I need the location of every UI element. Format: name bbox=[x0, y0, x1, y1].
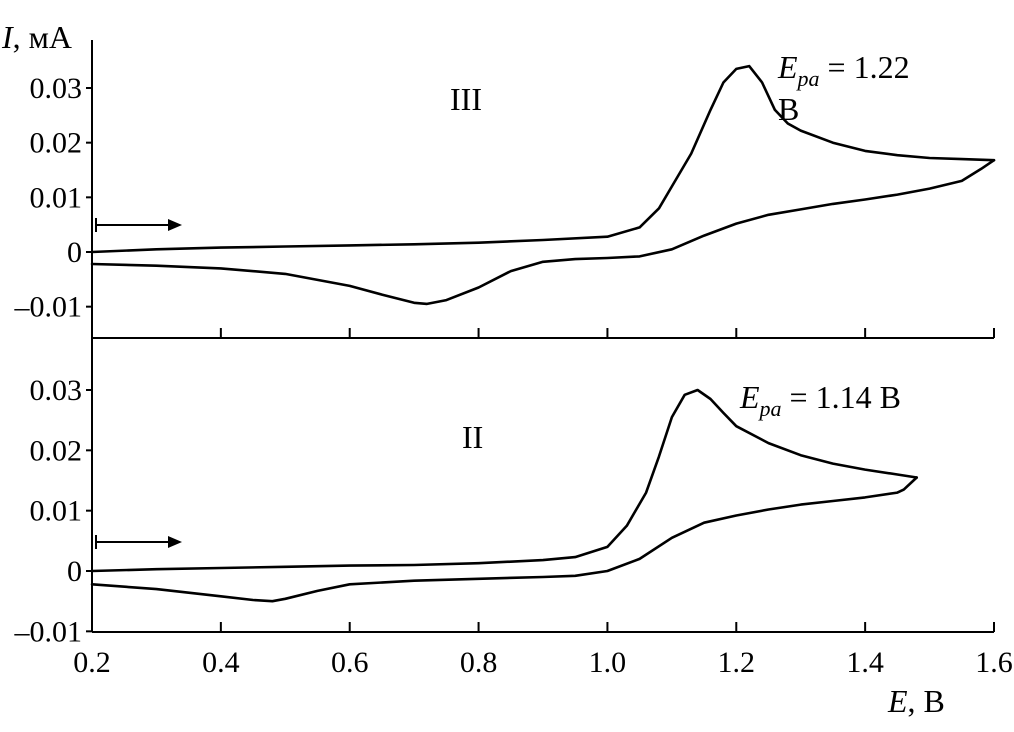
voltammogram-top-cathodic bbox=[90, 158, 996, 306]
y-tick-label-bottom: 0.01 bbox=[30, 495, 83, 528]
x-tick-label: 1.2 bbox=[718, 646, 756, 679]
panel-label-bottom: II bbox=[462, 419, 483, 455]
y-tick-label-top: 0.02 bbox=[30, 127, 83, 160]
y-tick-label-top: 0.01 bbox=[30, 181, 83, 214]
y-axis-label: I, мА bbox=[1, 19, 72, 55]
x-tick-label: 0.8 bbox=[460, 646, 498, 679]
chart-marks: 0.030.020.010–0.010.030.020.010–0.010.2 0… bbox=[14, 64, 1013, 679]
x-tick-label: 1.4 bbox=[846, 646, 884, 679]
peak-annotation-top: Epa = 1.22 bbox=[777, 49, 910, 91]
y-tick-label-top: 0 bbox=[67, 236, 82, 269]
voltammogram-bottom-anodic bbox=[90, 388, 918, 573]
x-axis-label: E, В bbox=[887, 683, 945, 719]
peak-annotation-bottom: Epa = 1.14 В bbox=[739, 379, 901, 421]
panel-label-top: III bbox=[450, 81, 482, 117]
scan-direction-arrow-top bbox=[95, 218, 182, 232]
y-tick-label-bottom: 0.02 bbox=[30, 434, 83, 467]
x-tick-label: 0.4 bbox=[202, 646, 240, 679]
peak-annotation-bottom-value: = 1.14 В bbox=[782, 379, 901, 415]
x-axis-label-symbol: E bbox=[887, 683, 908, 719]
peak-annotation-top-symbol: E bbox=[777, 49, 798, 85]
y-axis-label-symbol: I bbox=[1, 19, 14, 55]
y-tick-label-bottom: 0.03 bbox=[30, 374, 83, 407]
x-tick-label: 1.0 bbox=[589, 646, 627, 679]
x-axis-label-unit: , В bbox=[908, 683, 945, 719]
scan-direction-arrow-bottom bbox=[95, 535, 182, 549]
y-tick-label-bottom: –0.01 bbox=[14, 615, 83, 648]
peak-annotation-bottom-sub: pa bbox=[758, 396, 782, 421]
y-tick-label-bottom: 0 bbox=[67, 555, 82, 588]
y-tick-label-top: –0.01 bbox=[14, 291, 83, 324]
x-tick-label: 1.6 bbox=[975, 646, 1013, 679]
peak-annotation-bottom-symbol: E bbox=[739, 379, 760, 415]
voltammogram-bottom-cathodic bbox=[90, 476, 918, 603]
x-tick-label: 0.6 bbox=[331, 646, 369, 679]
peak-annotation-top-value: = 1.22 bbox=[820, 49, 910, 85]
peak-annotation-top-unit: В bbox=[778, 91, 799, 127]
y-tick-label-top: 0.03 bbox=[30, 72, 83, 105]
y-axis-label-unit: , мА bbox=[13, 19, 72, 55]
voltammogram-top-anodic bbox=[90, 64, 996, 254]
x-tick-label: 0.2 bbox=[73, 646, 111, 679]
peak-annotation-top-sub: pa bbox=[796, 66, 820, 91]
